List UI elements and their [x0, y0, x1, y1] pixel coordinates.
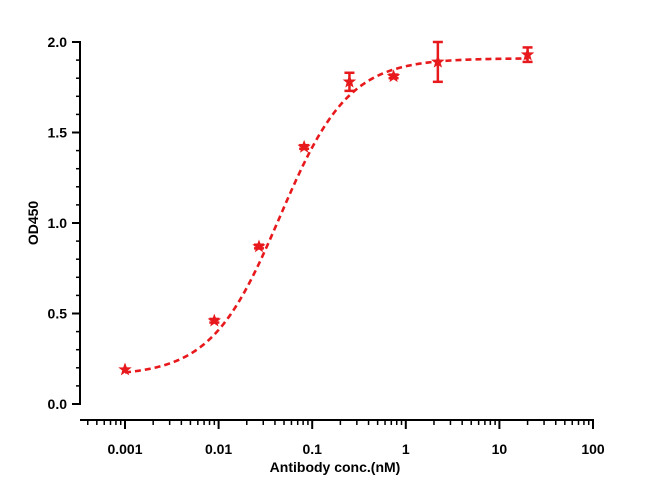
data-points-layer [118, 40, 535, 376]
x-tick-label: 10 [492, 441, 508, 457]
y-tick-label: 1.0 [48, 215, 68, 231]
data-point [297, 139, 311, 153]
x-tick-label: 0.001 [107, 441, 142, 457]
x-axis-title: Antibody conc.(nM) [270, 459, 401, 475]
y-tick-label: 2.0 [48, 34, 68, 50]
y-tick-label: 0.5 [48, 306, 68, 322]
y-tick-label: 0.0 [48, 396, 68, 412]
data-point [118, 362, 132, 376]
data-point [342, 74, 357, 88]
x-tick-label: 100 [581, 441, 605, 457]
fit-curve-layer [124, 57, 528, 374]
data-point [207, 313, 222, 327]
y-axis-title: OD450 [25, 201, 41, 246]
axes: 0.0 0.5 1.0 1.5 2.0 0.001 0.01 0.1 1 10 100 [48, 34, 605, 457]
data-point [252, 239, 266, 253]
data-point [431, 54, 445, 68]
fit-curve [124, 57, 528, 374]
x-tick-label: 1 [402, 441, 410, 457]
x-tick-label: 0.1 [302, 441, 322, 457]
x-tick-label: 0.01 [205, 441, 232, 457]
data-point [386, 69, 401, 83]
data-point [520, 47, 535, 61]
y-tick-label: 1.5 [48, 125, 68, 141]
